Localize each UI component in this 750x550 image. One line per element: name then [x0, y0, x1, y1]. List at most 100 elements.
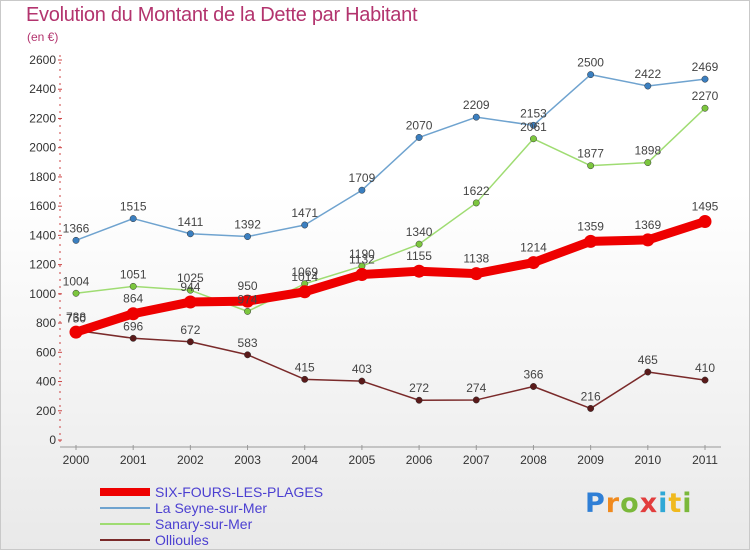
data-point-ollioules — [129, 334, 137, 342]
data-point-ollioules — [530, 383, 537, 390]
data-point-six-fours-les-plages — [584, 234, 598, 248]
data-point-la-seyne-sur-mer — [301, 221, 309, 229]
legend-label: Ollioules — [155, 532, 209, 548]
data-point-la-seyne-sur-mer — [244, 233, 251, 241]
y-tick-label: 0 — [49, 433, 56, 447]
data-point-six-fours-les-plages — [298, 285, 312, 299]
proxiti-logo: Proxiti — [585, 488, 693, 519]
x-tick-label: 2002 — [177, 453, 204, 467]
data-label-sanary-sur-mer: 2270 — [692, 89, 719, 103]
data-label-la-seyne-sur-mer: 1366 — [63, 221, 90, 235]
x-tick-label: 2007 — [463, 453, 490, 467]
y-tick-label: 2400 — [29, 82, 56, 96]
data-label-six-fours-les-plages: 1495 — [692, 200, 719, 214]
data-label-six-fours-les-plages: 944 — [180, 280, 200, 294]
data-point-ollioules — [244, 351, 251, 359]
x-tick-label: 2006 — [406, 453, 433, 467]
data-point-sanary-sur-mer — [415, 240, 423, 248]
data-label-ollioules: 410 — [695, 361, 715, 375]
data-label-la-seyne-sur-mer: 2422 — [634, 67, 661, 81]
data-label-six-fours-les-plages: 864 — [123, 292, 143, 306]
legend-label: La Seyne-sur-Mer — [155, 500, 267, 516]
data-point-ollioules — [701, 376, 709, 384]
x-tick-label: 2011 — [692, 453, 718, 467]
data-label-la-seyne-sur-mer: 1515 — [120, 200, 147, 214]
data-point-ollioules — [644, 368, 652, 376]
data-point-ollioules — [301, 375, 309, 383]
y-tick-label: 800 — [36, 316, 56, 330]
data-label-ollioules: 750 — [66, 311, 86, 325]
data-point-ollioules — [186, 338, 194, 346]
data-label-sanary-sur-mer: 974 — [238, 292, 258, 306]
x-tick-label: 2005 — [349, 453, 376, 467]
data-point-la-seyne-sur-mer — [701, 75, 709, 83]
data-point-sanary-sur-mer — [644, 159, 652, 167]
y-tick-label: 1800 — [29, 170, 56, 184]
logo-letter: t — [668, 488, 683, 519]
data-point-six-fours-les-plages — [183, 295, 197, 309]
y-tick-label: 1400 — [29, 228, 56, 242]
data-label-ollioules: 415 — [295, 360, 315, 374]
series-line-la-seyne-sur-mer — [75, 73, 706, 242]
data-label-ollioules: 216 — [581, 389, 601, 403]
data-point-sanary-sur-mer — [530, 135, 537, 143]
x-tick-label: 2004 — [291, 453, 318, 467]
x-tick-label: 2008 — [520, 453, 547, 467]
data-label-ollioules: 403 — [352, 362, 372, 376]
data-label-sanary-sur-mer: 1025 — [177, 271, 204, 285]
data-point-la-seyne-sur-mer — [129, 215, 137, 223]
data-label-ollioules: 696 — [123, 319, 143, 333]
data-point-sanary-sur-mer — [244, 307, 251, 315]
data-label-ollioules: 465 — [638, 353, 658, 367]
data-point-sanary-sur-mer — [72, 289, 80, 297]
y-tick-label: 2600 — [29, 53, 56, 67]
data-point-sanary-sur-mer — [587, 162, 595, 170]
x-tick-label: 2001 — [120, 453, 147, 467]
data-label-six-fours-les-plages: 1359 — [577, 219, 604, 233]
data-label-la-seyne-sur-mer: 2153 — [520, 106, 547, 120]
logo-letter: x — [639, 488, 659, 519]
data-point-six-fours-les-plages — [412, 264, 426, 278]
data-point-la-seyne-sur-mer — [472, 113, 480, 121]
series-line-six-fours-les-plages — [71, 217, 710, 337]
chart-subtitle: (en €) — [27, 30, 59, 44]
x-tick-label: 2000 — [63, 453, 90, 467]
data-label-sanary-sur-mer: 1190 — [349, 247, 375, 261]
y-tick-label: 2200 — [29, 111, 56, 125]
data-label-sanary-sur-mer: 1069 — [291, 265, 318, 279]
y-tick-label: 1600 — [29, 199, 56, 213]
data-label-la-seyne-sur-mer: 1392 — [234, 218, 261, 232]
data-point-six-fours-les-plages — [241, 294, 255, 308]
logo-letter: i — [682, 488, 693, 519]
data-label-sanary-sur-mer: 1622 — [463, 184, 490, 198]
data-label-la-seyne-sur-mer: 2500 — [577, 56, 604, 70]
y-tick-label: 1000 — [29, 287, 56, 301]
data-label-six-fours-les-plages: 1155 — [406, 249, 432, 263]
data-point-six-fours-les-plages — [698, 215, 712, 228]
data-label-la-seyne-sur-mer: 1471 — [291, 206, 318, 220]
data-label-six-fours-les-plages: 1014 — [291, 270, 318, 284]
logo-letter: i — [658, 488, 669, 519]
chart-title: Evolution du Montant de la Dette par Hab… — [26, 4, 418, 26]
logo-letter: r — [605, 488, 621, 519]
data-point-la-seyne-sur-mer — [644, 82, 652, 90]
data-label-sanary-sur-mer: 1004 — [63, 274, 90, 288]
x-tick-label: 2010 — [634, 453, 661, 467]
data-label-la-seyne-sur-mer: 1411 — [177, 215, 203, 229]
legend-label: SIX-FOURS-LES-PLAGES — [155, 484, 323, 500]
data-label-la-seyne-sur-mer: 1709 — [349, 171, 376, 185]
data-label-sanary-sur-mer: 1898 — [634, 144, 661, 158]
data-label-six-fours-les-plages: 1214 — [520, 241, 547, 255]
data-label-six-fours-les-plages: 738 — [66, 310, 86, 324]
data-label-ollioules: 272 — [409, 381, 429, 395]
data-point-la-seyne-sur-mer — [530, 121, 537, 129]
data-point-la-seyne-sur-mer — [72, 236, 80, 244]
data-label-six-fours-les-plages: 1369 — [634, 218, 661, 232]
data-point-six-fours-les-plages — [69, 325, 83, 339]
data-point-la-seyne-sur-mer — [587, 71, 595, 79]
x-tick-label: 2009 — [577, 453, 604, 467]
data-point-six-fours-les-plages — [355, 268, 369, 282]
data-label-six-fours-les-plages: 1138 — [463, 252, 489, 266]
series-line-ollioules — [75, 329, 706, 410]
y-tick-label: 200 — [36, 404, 56, 418]
